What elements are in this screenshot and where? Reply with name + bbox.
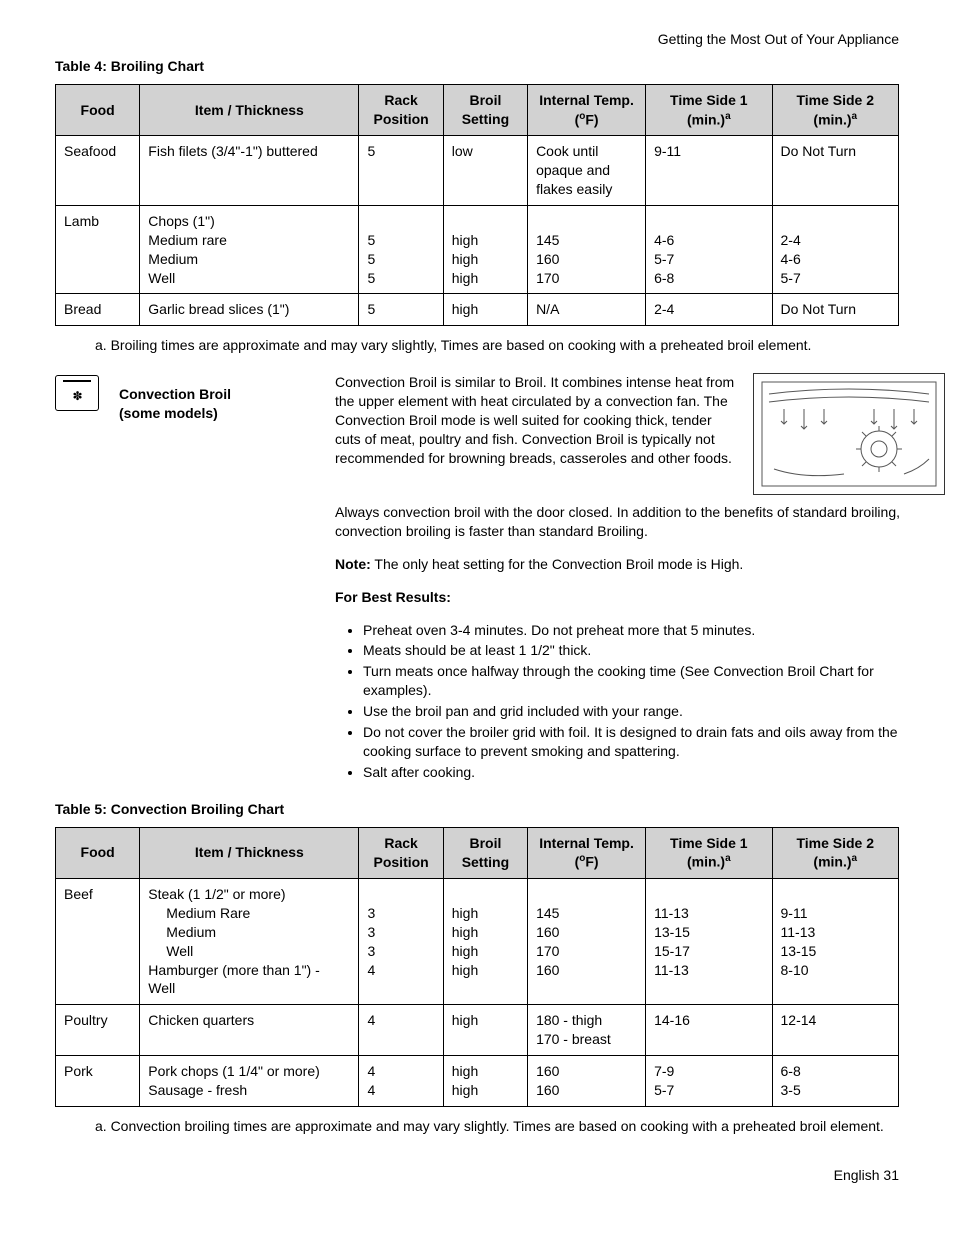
table-cell: Fish filets (3/4"-1") buttered xyxy=(140,136,359,206)
tip-item: Turn meats once halfway through the cook… xyxy=(363,662,945,700)
th-temp: Internal Temp. (oF) xyxy=(528,827,646,878)
table-cell: 145160170160 xyxy=(528,879,646,1005)
th-food: Food xyxy=(56,827,140,878)
table-cell: 12-14 xyxy=(772,1005,898,1056)
tip-item: Do not cover the broiler grid with foil.… xyxy=(363,723,945,761)
th-t2: Time Side 2 (min.)a xyxy=(772,827,898,878)
th-broil: Broil Setting xyxy=(443,827,527,878)
table-cell: 7-95-7 xyxy=(646,1056,772,1107)
table-cell: Garlic bread slices (1") xyxy=(140,294,359,326)
best-results-header: For Best Results: xyxy=(335,588,945,607)
table-cell: Beef xyxy=(56,879,140,1005)
th-t1: Time Side 1 (min.)a xyxy=(646,827,772,878)
table-row: BeefSteak (1 1/2" or more)Medium RareMed… xyxy=(56,879,899,1005)
table-row: SeafoodFish filets (3/4"-1") buttered5lo… xyxy=(56,136,899,206)
table-cell: N/A xyxy=(528,294,646,326)
table-cell: 6-83-5 xyxy=(772,1056,898,1107)
table-cell: low xyxy=(443,136,527,206)
table-row: LambChops (1")Medium rareMediumWell555hi… xyxy=(56,205,899,294)
table-cell: 145160170 xyxy=(528,205,646,294)
table5: Food Item / Thickness Rack Position Broi… xyxy=(55,827,899,1107)
table-cell: 11-1313-1515-1711-13 xyxy=(646,879,772,1005)
tips-list: Preheat oven 3-4 minutes. Do not preheat… xyxy=(335,621,945,782)
th-item: Item / Thickness xyxy=(140,827,359,878)
table4-footnote: a. Broiling times are approximate and ma… xyxy=(95,336,899,355)
table-cell: high xyxy=(443,1005,527,1056)
table-cell: highhighhigh xyxy=(443,205,527,294)
section-label: Convection Broil (some models) xyxy=(119,375,294,423)
table-cell: Chicken quarters xyxy=(140,1005,359,1056)
table-cell: Do Not Turn xyxy=(772,136,898,206)
table-cell: 555 xyxy=(359,205,443,294)
page-footer: English 31 xyxy=(55,1166,899,1185)
table-cell: highhigh xyxy=(443,1056,527,1107)
table-cell: Poultry xyxy=(56,1005,140,1056)
table4: Food Item / Thickness Rack Position Broi… xyxy=(55,84,899,327)
table-cell: Lamb xyxy=(56,205,140,294)
table-cell: Seafood xyxy=(56,136,140,206)
table-cell: 4 xyxy=(359,1005,443,1056)
page-header: Getting the Most Out of Your Appliance xyxy=(55,30,899,49)
th-rack: Rack Position xyxy=(359,84,443,135)
table5-footnote: a. Convection broiling times are approxi… xyxy=(95,1117,899,1136)
table-cell: highhighhighhigh xyxy=(443,879,527,1005)
table-cell: 9-11 xyxy=(646,136,772,206)
convection-diagram xyxy=(753,373,945,495)
table-row: PoultryChicken quarters4high180 - thigh1… xyxy=(56,1005,899,1056)
table-cell: 44 xyxy=(359,1056,443,1107)
th-rack: Rack Position xyxy=(359,827,443,878)
table-cell: 2-44-65-7 xyxy=(772,205,898,294)
table-row: BreadGarlic bread slices (1")5highN/A2-4… xyxy=(56,294,899,326)
table-cell: Chops (1")Medium rareMediumWell xyxy=(140,205,359,294)
note: Note: The only heat setting for the Conv… xyxy=(335,555,945,574)
table-cell: Pork xyxy=(56,1056,140,1107)
th-broil: Broil Setting xyxy=(443,84,527,135)
table-cell: high xyxy=(443,294,527,326)
para2: Always convection broil with the door cl… xyxy=(335,503,945,541)
tip-item: Use the broil pan and grid included with… xyxy=(363,702,945,721)
th-t2: Time Side 2 (min.)a xyxy=(772,84,898,135)
th-food: Food xyxy=(56,84,140,135)
table-cell: 160160 xyxy=(528,1056,646,1107)
tip-item: Preheat oven 3-4 minutes. Do not preheat… xyxy=(363,621,945,640)
convection-broil-icon: ✽ xyxy=(55,375,99,411)
table-cell: 180 - thigh170 - breast xyxy=(528,1005,646,1056)
table-cell: 14-16 xyxy=(646,1005,772,1056)
table-cell: Steak (1 1/2" or more)Medium RareMediumW… xyxy=(140,879,359,1005)
table-cell: 5 xyxy=(359,294,443,326)
table-cell: 2-4 xyxy=(646,294,772,326)
th-item: Item / Thickness xyxy=(140,84,359,135)
table-cell: Bread xyxy=(56,294,140,326)
table-row: PorkPork chops (1 1/4" or more)Sausage -… xyxy=(56,1056,899,1107)
table-cell: Do Not Turn xyxy=(772,294,898,326)
table-cell: 3334 xyxy=(359,879,443,1005)
table5-title: Table 5: Convection Broiling Chart xyxy=(55,800,899,819)
tip-item: Meats should be at least 1 1/2" thick. xyxy=(363,641,945,660)
table-cell: Cook until opaque and flakes easily xyxy=(528,136,646,206)
table4-title: Table 4: Broiling Chart xyxy=(55,57,899,76)
table-cell: 4-65-76-8 xyxy=(646,205,772,294)
th-t1: Time Side 1 (min.)a xyxy=(646,84,772,135)
th-temp: Internal Temp. (oF) xyxy=(528,84,646,135)
tip-item: Salt after cooking. xyxy=(363,763,945,782)
table-cell: 9-1111-1313-158-10 xyxy=(772,879,898,1005)
table-cell: Pork chops (1 1/4" or more)Sausage - fre… xyxy=(140,1056,359,1107)
table-cell: 5 xyxy=(359,136,443,206)
